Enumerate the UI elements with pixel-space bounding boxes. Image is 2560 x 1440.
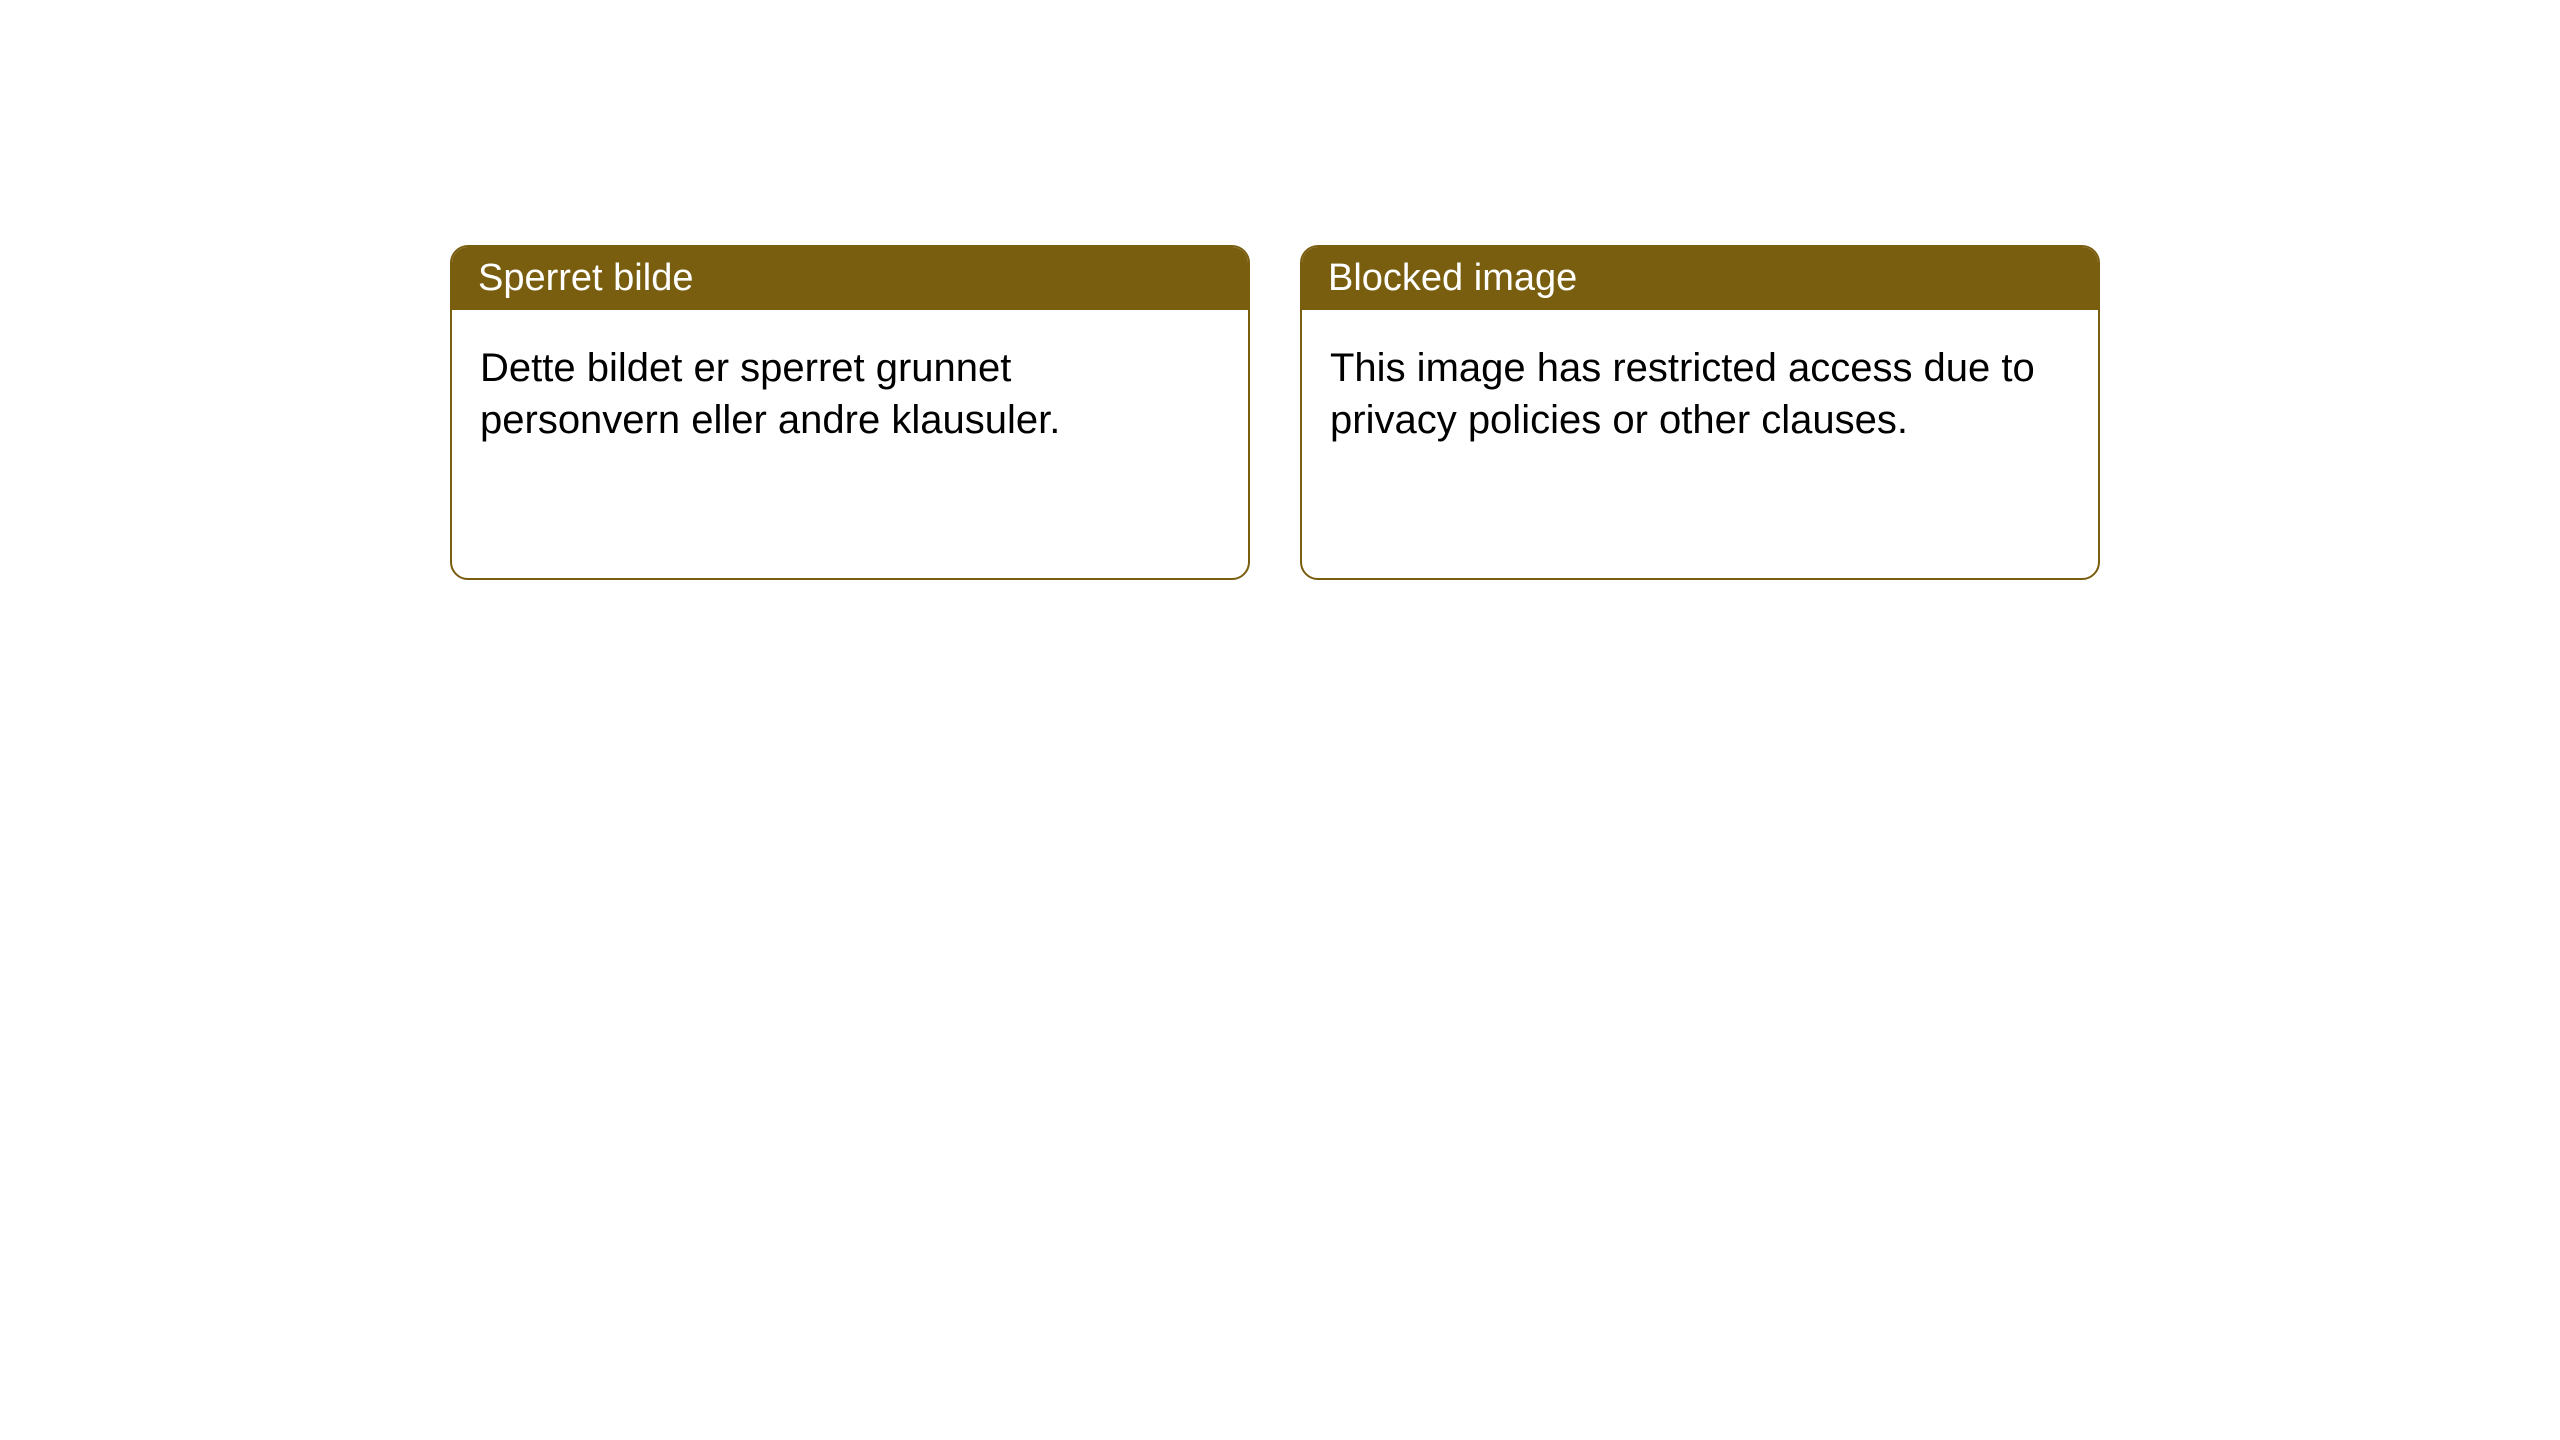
card-body-text: This image has restricted access due to … <box>1330 346 2035 442</box>
card-title: Blocked image <box>1328 257 1577 299</box>
card-body: This image has restricted access due to … <box>1302 310 2098 478</box>
notice-card-english: Blocked image This image has restricted … <box>1300 245 2100 580</box>
card-header: Blocked image <box>1302 247 2098 310</box>
card-body-text: Dette bildet er sperret grunnet personve… <box>480 346 1060 442</box>
notice-container: Sperret bilde Dette bildet er sperret gr… <box>0 0 2560 580</box>
notice-card-norwegian: Sperret bilde Dette bildet er sperret gr… <box>450 245 1250 580</box>
card-header: Sperret bilde <box>452 247 1248 310</box>
card-title: Sperret bilde <box>478 257 693 299</box>
card-body: Dette bildet er sperret grunnet personve… <box>452 310 1248 478</box>
